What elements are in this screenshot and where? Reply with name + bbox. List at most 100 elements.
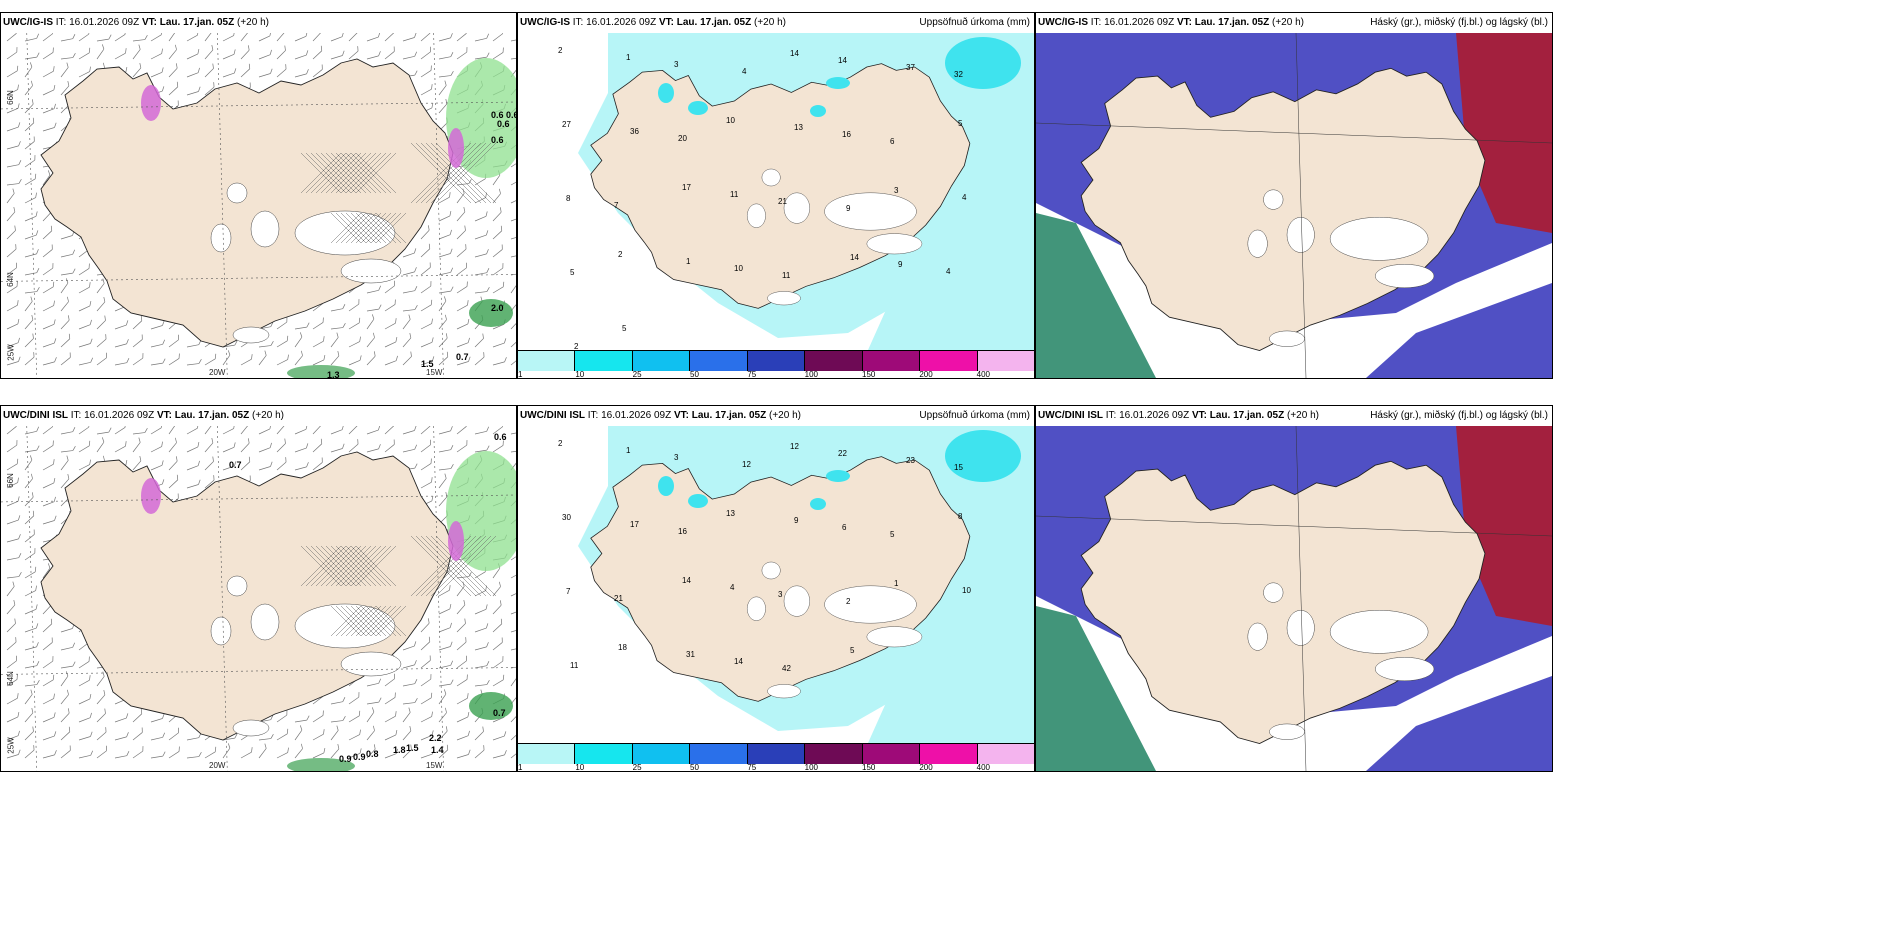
barb-staff xyxy=(474,627,487,633)
barb-staff xyxy=(78,305,91,312)
barb-flag xyxy=(17,103,20,109)
wind-barb xyxy=(438,726,448,741)
barb-staff xyxy=(402,664,415,669)
hatch-line xyxy=(365,605,397,637)
barb-flag xyxy=(393,439,395,445)
wind-panel-bottom: UWC/DINI ISL IT: 16.01.2026 09Z VT: Lau.… xyxy=(0,405,517,772)
wind-map[interactable]: 0.6 0.7 0.7 0.9 0.9 0.8 1.5 2.2 1.4 1.8 xyxy=(1,426,516,771)
wind-barb xyxy=(456,281,468,294)
barb-staff xyxy=(78,71,90,78)
barb-staff xyxy=(312,715,324,723)
barb-flag xyxy=(358,299,360,305)
colorbar-swatch xyxy=(805,744,863,764)
wind-barb xyxy=(78,319,92,330)
wind-value-label: 0.8 xyxy=(366,749,379,759)
barb-staff xyxy=(150,446,162,453)
wind-barb xyxy=(402,444,418,453)
wind-barb xyxy=(132,746,144,759)
precip-map[interactable]: 2 1 3 4 14 14 37 32 27 36 20 10 13 16 6 5 8 7 17 11 21 9 3 4 5 2 1… xyxy=(518,33,1034,350)
barb-staff xyxy=(348,341,360,348)
wind-barb xyxy=(474,33,490,42)
barb-flag xyxy=(450,286,454,292)
wind-barb xyxy=(510,590,516,597)
wind-barb xyxy=(42,319,56,330)
wind-barb xyxy=(42,477,56,489)
barb-staff xyxy=(366,448,379,453)
wind-barb xyxy=(42,496,56,507)
wind-barb xyxy=(24,510,35,525)
barb-staff xyxy=(510,750,516,759)
barb-staff xyxy=(132,460,142,471)
barb-staff xyxy=(150,718,163,723)
wind-barb xyxy=(60,661,76,669)
wind-barb xyxy=(438,707,447,723)
barb-flag xyxy=(15,244,17,250)
barb-staff xyxy=(384,753,397,759)
barb-flag xyxy=(450,464,454,469)
barb-flag xyxy=(414,267,417,273)
barb-staff xyxy=(6,623,16,633)
barb-staff xyxy=(42,679,54,687)
wind-barb xyxy=(312,438,323,453)
cloud-map[interactable] xyxy=(1036,426,1552,771)
glacier xyxy=(250,210,280,248)
barb-flag xyxy=(499,207,502,213)
wind-barb xyxy=(510,272,516,276)
wind-barb xyxy=(150,732,166,741)
precip-patch xyxy=(469,299,513,327)
barb-flag xyxy=(233,426,235,429)
wind-barb xyxy=(258,461,273,471)
barb-flag xyxy=(395,711,397,717)
barb-flag xyxy=(33,352,35,358)
wind-barb xyxy=(438,351,449,366)
barb-staff xyxy=(258,355,267,366)
barb-staff xyxy=(24,749,35,759)
barb-staff xyxy=(456,604,466,615)
barb-flag xyxy=(126,339,129,345)
wind-barb xyxy=(132,315,143,330)
wind-barb xyxy=(330,304,346,312)
wind-barb xyxy=(420,318,433,330)
wind-barb xyxy=(240,33,249,42)
barb-flag xyxy=(105,334,107,340)
barb-staff xyxy=(24,459,33,471)
barb-flag xyxy=(429,655,431,661)
barb-flag xyxy=(394,673,395,679)
precip-value-label: 17 xyxy=(630,520,639,529)
barb-staff xyxy=(6,361,19,366)
barb-flag xyxy=(450,71,454,76)
barb-flag xyxy=(105,727,107,733)
barb-staff xyxy=(78,754,91,759)
wind-barb xyxy=(60,333,71,348)
colorbar-swatch xyxy=(747,351,806,371)
wind-barb xyxy=(60,708,70,723)
precip-value-label: 30 xyxy=(562,513,571,522)
precip-map[interactable]: 2 1 3 12 12 22 23 15 30 17 16 13 9 6 5 8 7 21 14 4 3 2 1 10 11 18… xyxy=(518,426,1034,743)
barb-flag xyxy=(126,751,130,756)
wind-barb xyxy=(240,354,253,366)
glacier xyxy=(1263,582,1284,603)
precip-value-label: 16 xyxy=(678,527,687,536)
wind-map[interactable]: 0.60.60.60.60.72.01.31.5 xyxy=(1,33,516,378)
barb-flag xyxy=(485,604,488,610)
barb-staff xyxy=(474,197,486,204)
hatch-line xyxy=(325,545,367,587)
barb-staff xyxy=(294,719,307,723)
wind-barb xyxy=(492,731,507,741)
barb-staff xyxy=(474,731,484,741)
wind-barb xyxy=(168,456,178,471)
precip-patch xyxy=(287,365,355,378)
barb-staff xyxy=(420,481,432,489)
cloud-map[interactable] xyxy=(1036,33,1552,378)
wind-barb xyxy=(420,426,431,435)
barb-staff xyxy=(402,290,415,294)
barb-flag xyxy=(52,263,54,269)
barb-staff xyxy=(366,289,379,294)
barb-staff xyxy=(510,731,516,741)
wind-barb xyxy=(6,693,19,705)
barb-flag xyxy=(467,337,470,343)
lat-label: 66N xyxy=(5,473,15,488)
barb-staff xyxy=(276,321,288,330)
barb-staff xyxy=(456,51,468,60)
wind-barb xyxy=(348,426,358,435)
